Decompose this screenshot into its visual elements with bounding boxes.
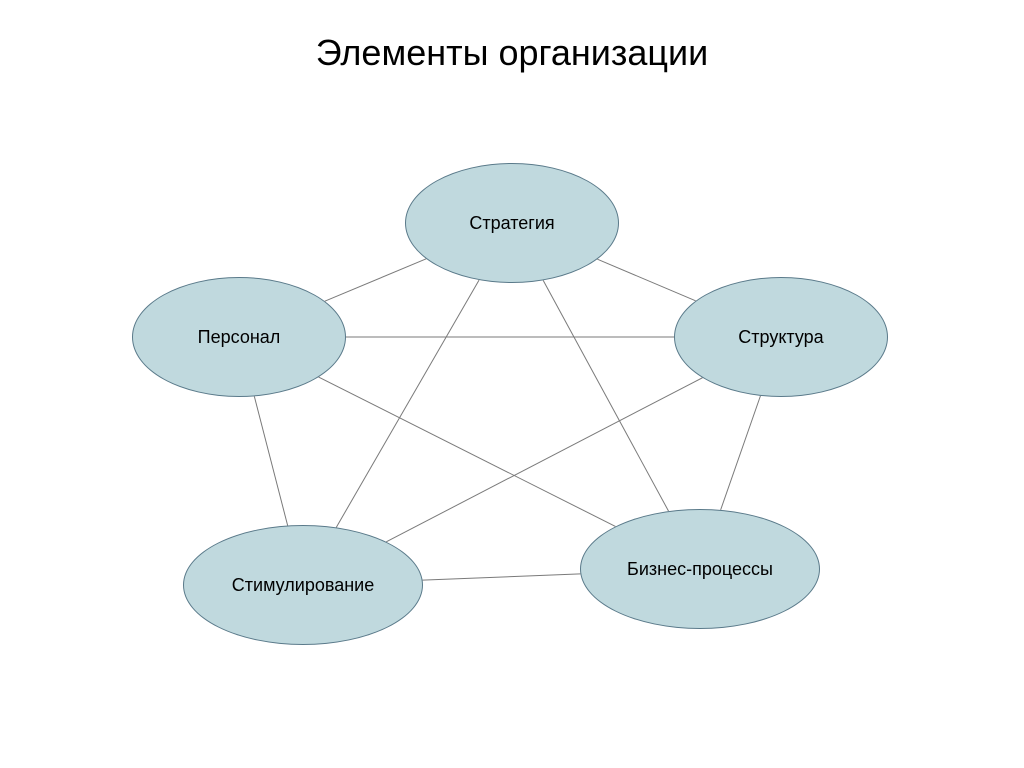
edge-structure-bizproc [721,396,761,510]
edge-strategy-bizproc [543,280,668,511]
node-label-bizproc: Бизнес-процессы [627,559,773,580]
edge-strategy-personnel [325,259,426,301]
edge-strategy-incentives [336,280,479,527]
edge-personnel-bizproc [319,377,616,526]
node-structure: Структура [674,277,888,397]
node-bizproc: Бизнес-процессы [580,509,820,629]
edge-strategy-structure [597,259,695,301]
node-strategy: Стратегия [405,163,619,283]
node-label-incentives: Стимулирование [232,575,374,596]
node-personnel: Персонал [132,277,346,397]
node-label-structure: Структура [738,327,823,348]
node-incentives: Стимулирование [183,525,423,645]
node-label-personnel: Персонал [198,327,281,348]
edge-personnel-incentives [254,396,287,525]
edge-incentives-bizproc [423,574,581,580]
diagram-edges [0,0,1024,768]
node-label-strategy: Стратегия [469,213,554,234]
